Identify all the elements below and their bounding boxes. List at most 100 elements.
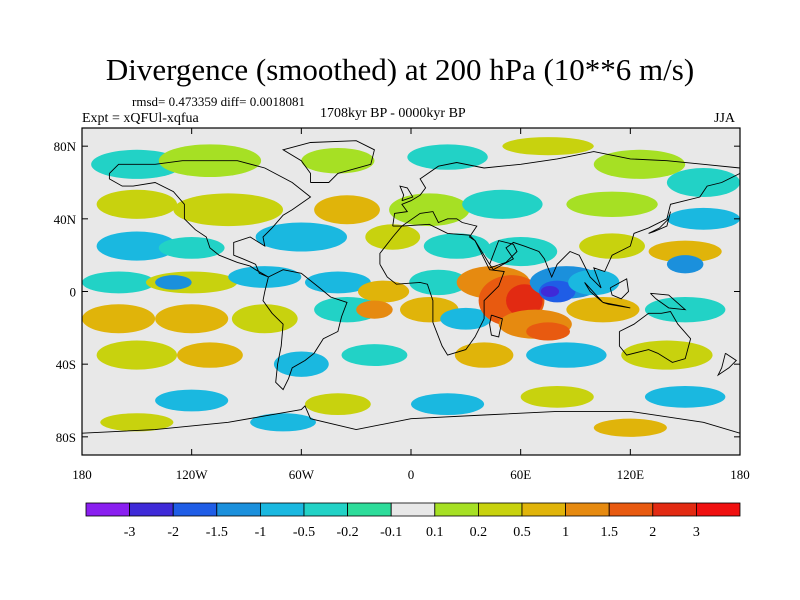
colorbar-swatch [477, 502, 523, 517]
anomaly-patch [454, 342, 514, 368]
anomaly-patch [96, 340, 178, 370]
anomaly-patch [314, 195, 380, 225]
anomaly-patch [155, 275, 192, 290]
anomaly-patch [341, 344, 408, 366]
colorbar-swatch [652, 502, 697, 517]
colorbar-swatch [303, 502, 348, 517]
x-tick-label: 120W [176, 467, 209, 482]
experiment-label: Expt = xQFUl-xqfua [82, 111, 199, 126]
colorbar-swatch [565, 502, 610, 517]
axis-ticks: 80N 40N 0 40S 80S 180 120W 60W 0 60E 120E 180 [54, 128, 750, 482]
anomaly-patch [566, 191, 658, 218]
coastline [716, 352, 738, 377]
coastline [281, 140, 375, 183]
colorbar-swatch [696, 502, 741, 517]
anomaly-patch [666, 255, 704, 274]
anomaly-patch [423, 233, 490, 259]
coastline [584, 282, 604, 303]
anomaly-patch [579, 233, 645, 259]
coastline [602, 301, 631, 309]
anomaly-patch [526, 342, 607, 368]
anomaly-patch [158, 237, 225, 259]
anomaly-patch [177, 342, 243, 368]
anomaly-patch [356, 300, 393, 319]
colorbar-swatch [347, 502, 392, 517]
anomaly-patch [228, 266, 302, 288]
y-tick-label: 40S [56, 357, 76, 372]
colorbar-label: -1 [255, 525, 267, 540]
x-tick-label: 0 [408, 467, 415, 482]
colorbar-swatch [259, 502, 305, 517]
anomaly-patch [593, 149, 686, 179]
colorbar-swatch [85, 502, 130, 517]
anomaly-patch [566, 296, 640, 323]
anomaly-patch [648, 240, 722, 263]
anomaly-patch [506, 284, 543, 317]
colorbar-swatch [390, 502, 436, 517]
colorbar-label: -3 [124, 525, 136, 540]
y-tick-label: 80S [56, 430, 76, 445]
anomaly-patch [666, 207, 740, 230]
colorbar-swatch [434, 502, 479, 517]
period-label: 1708kyr BP - 0000kyr BP [320, 106, 466, 121]
coastline [650, 292, 687, 311]
anomaly-patch [644, 385, 726, 408]
y-tick-label: 80N [54, 139, 77, 154]
anomaly-patch [666, 167, 740, 198]
colorbar-label: 0.2 [470, 525, 488, 540]
anomaly-patch [96, 231, 178, 261]
coastline [262, 269, 348, 391]
anomaly-patch [250, 413, 316, 432]
anomaly-patch [82, 304, 156, 334]
anomaly-patch [173, 193, 284, 227]
coastline [618, 310, 692, 363]
chart-title: Divergence (smoothed) at 200 hPa (10**6 … [105, 52, 695, 87]
anomaly-patch [409, 269, 468, 296]
season-label: JJA [714, 111, 736, 126]
anomaly-patch [484, 237, 558, 267]
anomaly-patch [411, 393, 485, 416]
coastline [379, 223, 505, 356]
y-tick-label: 0 [70, 285, 77, 300]
anomaly-patch [389, 193, 470, 227]
anomaly-patch [407, 144, 488, 170]
colorbar-swatch [608, 502, 654, 517]
anomaly-patch [231, 304, 298, 334]
anomaly-patch [462, 189, 543, 219]
anomaly-patch [568, 269, 620, 296]
coastline [108, 160, 312, 278]
anomaly-patch [304, 271, 371, 294]
x-tick-label: 180 [72, 467, 92, 482]
anomaly-patch [301, 147, 375, 174]
coastline [609, 278, 629, 300]
divergence-field [82, 137, 740, 437]
colorbar-label: 1 [562, 525, 569, 540]
colorbar-swatch [521, 502, 566, 517]
colorbar-label: 2 [649, 525, 656, 540]
colorbar-swatch [129, 502, 174, 517]
anomaly-patch [100, 413, 174, 432]
anomaly-patch [155, 304, 229, 334]
anomaly-patch [540, 286, 560, 297]
anomaly-patch [502, 137, 594, 156]
anomaly-patch [357, 280, 410, 303]
coastline [82, 405, 740, 434]
colorbar-label: 3 [693, 525, 700, 540]
coastline [489, 240, 518, 269]
colorbar-label: 0.1 [426, 525, 444, 540]
anomaly-patch [621, 340, 713, 370]
anomaly-patch [304, 393, 371, 416]
colorbar-label: -2 [167, 525, 179, 540]
anomaly-patch [155, 389, 229, 412]
colorbar-swatch [216, 502, 261, 517]
coastline [648, 211, 671, 234]
coastline [399, 185, 414, 202]
colorbar-label: -1.5 [206, 525, 228, 540]
y-tick-label: 40N [54, 212, 77, 227]
colorbar-label: 0.5 [513, 525, 531, 540]
x-tick-label: 60E [510, 467, 531, 482]
colorbar-label: -0.2 [337, 525, 359, 540]
coastline [489, 314, 503, 338]
colorbar-label: -0.1 [380, 525, 402, 540]
